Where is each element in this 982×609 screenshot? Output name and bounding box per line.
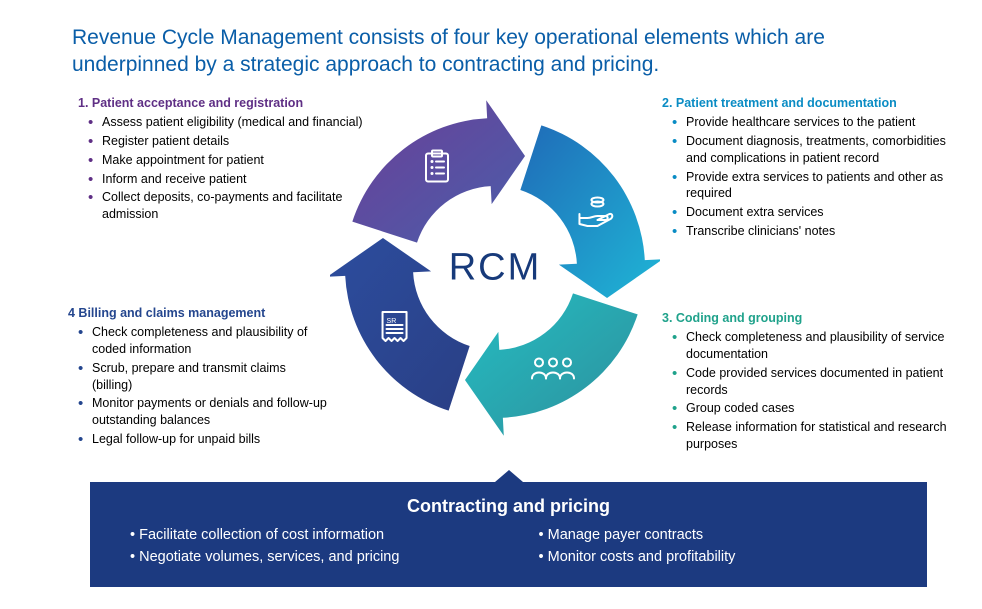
q3-title: 3. Coding and grouping — [662, 310, 962, 327]
list-item: Make appointment for patient — [88, 152, 368, 169]
quadrant-1: 1. Patient acceptance and registration A… — [88, 95, 368, 223]
footer-item: Manage payer contracts — [539, 525, 888, 547]
list-item: Transcribe clinicians' notes — [672, 223, 962, 240]
q2-items: Provide healthcare services to the patie… — [672, 114, 962, 240]
list-item: Inform and receive patient — [88, 171, 368, 188]
footer-col-2: Manage payer contractsMonitor costs and … — [539, 525, 888, 569]
list-item: Scrub, prepare and transmit claims (bill… — [78, 360, 328, 394]
list-item: Check completeness and plausibility of c… — [78, 324, 328, 358]
q1-title: 1. Patient acceptance and registration — [78, 95, 368, 112]
footer-item: Negotiate volumes, services, and pricing — [130, 547, 479, 569]
list-item: Collect deposits, co-payments and facili… — [88, 189, 368, 223]
list-item: Monitor payments or denials and follow-u… — [78, 395, 328, 429]
list-item: Release information for statistical and … — [672, 419, 962, 453]
list-item: Code provided services documented in pat… — [672, 365, 962, 399]
footer-pointer — [495, 470, 523, 482]
list-item: Group coded cases — [672, 400, 962, 417]
footer-item: Facilitate collection of cost informatio… — [130, 525, 479, 547]
svg-text:SR: SR — [387, 318, 397, 325]
q3-items: Check completeness and plausibility of s… — [672, 329, 962, 453]
list-item: Register patient details — [88, 133, 368, 150]
list-item: Provide extra services to patients and o… — [672, 169, 962, 203]
list-item: Legal follow-up for unpaid bills — [78, 431, 328, 448]
list-item: Provide healthcare services to the patie… — [672, 114, 962, 131]
list-item: Assess patient eligibility (medical and … — [88, 114, 368, 131]
footer-item: Monitor costs and profitability — [539, 547, 888, 569]
list-item: Document extra services — [672, 204, 962, 221]
q1-items: Assess patient eligibility (medical and … — [88, 114, 368, 223]
footer-title: Contracting and pricing — [130, 496, 887, 517]
list-item: Document diagnosis, treatments, comorbid… — [672, 133, 962, 167]
center-label: RCM — [449, 247, 542, 290]
q4-items: Check completeness and plausibility of c… — [78, 324, 328, 448]
page-title: Revenue Cycle Management consists of fou… — [72, 24, 910, 79]
q4-title: 4 Billing and claims management — [68, 305, 328, 322]
q2-title: 2. Patient treatment and documentation — [662, 95, 962, 112]
quadrant-2: 2. Patient treatment and documentation P… — [672, 95, 962, 240]
footer-col-1: Facilitate collection of cost informatio… — [130, 525, 479, 569]
list-item: Check completeness and plausibility of s… — [672, 329, 962, 363]
quadrant-3: 3. Coding and grouping Check completenes… — [672, 310, 962, 453]
cycle-diagram: SR RCM — [330, 88, 660, 448]
quadrant-4: 4 Billing and claims management Check co… — [78, 305, 328, 448]
footer-box: Contracting and pricing Facilitate colle… — [90, 482, 927, 587]
